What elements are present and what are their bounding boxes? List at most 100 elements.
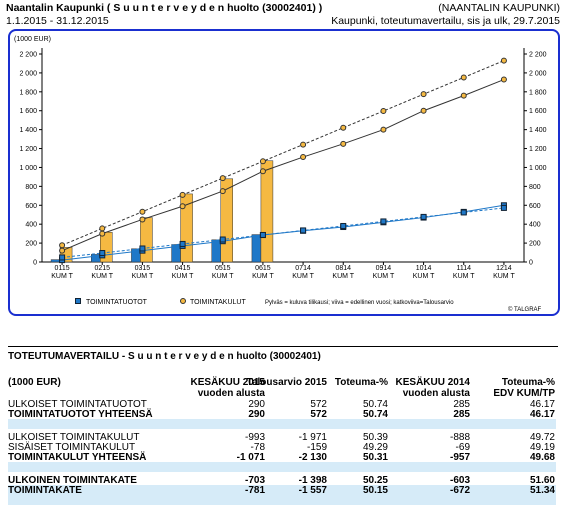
marker — [340, 140, 347, 147]
marker — [99, 225, 106, 232]
marker — [179, 191, 186, 198]
y-tick-label: 600 — [25, 203, 37, 210]
report-desc: Kaupunki, toteutumavertailu, sis ja ulk,… — [331, 15, 560, 27]
y-tick-label: 0 — [33, 260, 37, 267]
x-tick-label: 0814 KUM T — [332, 265, 355, 280]
marker — [460, 209, 467, 216]
table-cell: 51.34 — [529, 485, 555, 496]
marker — [219, 188, 226, 195]
table-title: TOTEUTUMAVERTAILU - S u u n t e r v e y … — [8, 351, 321, 362]
table-cell: 285 — [453, 399, 470, 410]
marker — [180, 298, 186, 304]
marker — [219, 175, 226, 182]
report-title: Naantalin Kaupunki ( S u u n t e r v e y… — [6, 2, 323, 14]
x-tick-label: 0315 KUM T — [131, 265, 154, 280]
marker — [300, 141, 307, 148]
bar — [211, 239, 221, 263]
marker — [500, 204, 507, 211]
column-header: Toteuma-% — [334, 377, 388, 388]
table-cell: -1 971 — [298, 432, 327, 443]
table-cell: 290 — [248, 399, 265, 410]
table-cell: 51.60 — [529, 475, 555, 486]
y-tick-label: 1 400 — [19, 127, 37, 134]
chart-note: Pylväs = kuluva tilikausi; viiva = edell… — [265, 300, 454, 306]
table-cell: -703 — [244, 475, 265, 486]
y-tick-label: 1 000 — [19, 165, 37, 172]
marker — [300, 154, 307, 161]
legend-label: TOIMINTAKULUT — [190, 299, 246, 306]
highlight-row — [8, 419, 556, 429]
table-cell: 50.25 — [362, 475, 388, 486]
y2-tick-label: 0 — [529, 260, 533, 267]
y-tick-label: 1 600 — [19, 108, 37, 115]
y2-tick-label: 2 200 — [529, 52, 547, 59]
marker — [340, 222, 347, 229]
table-cell: 49.68 — [529, 452, 555, 463]
marker — [139, 245, 146, 252]
table-cell: 49.19 — [529, 442, 555, 453]
marker — [59, 254, 66, 261]
y-tick-label: 200 — [25, 241, 37, 248]
marker — [259, 231, 266, 238]
marker — [139, 216, 146, 223]
bar — [50, 259, 61, 263]
marker — [99, 230, 106, 237]
y2-tick-label: 600 — [529, 203, 541, 210]
highlight-row — [8, 462, 556, 472]
org-name: (NAANTALIN KAUPUNKI) — [438, 2, 560, 14]
marker — [500, 57, 507, 64]
column-header: (1000 EUR) — [8, 377, 61, 388]
table-cell: -603 — [449, 475, 470, 486]
marker — [420, 107, 427, 114]
table-cell: 290 — [248, 409, 265, 420]
marker — [420, 91, 427, 98]
y2-tick-label: 1 600 — [529, 108, 547, 115]
y2-tick-label: 400 — [529, 222, 541, 229]
line — [61, 60, 505, 246]
marker — [340, 124, 347, 131]
marker — [59, 242, 66, 249]
table-cell: -888 — [449, 432, 470, 443]
separator — [8, 346, 558, 347]
y-tick-label: 800 — [25, 184, 37, 191]
y-tick-label: 1 800 — [19, 89, 37, 96]
marker — [300, 227, 307, 234]
column-header: Toteuma-% EDV KUM/TP — [493, 377, 555, 399]
chart: (1000 EUR) TOIMINTATUOTOT TOIMINTAKULUT … — [8, 29, 560, 316]
y2-tick-label: 1 200 — [529, 146, 547, 153]
marker — [420, 213, 427, 220]
y2-tick-label: 1 000 — [529, 165, 547, 172]
y2-tick-label: 800 — [529, 184, 541, 191]
x-tick-label: 0914 KUM T — [372, 265, 395, 280]
marker — [460, 92, 467, 99]
x-tick-label: 0615 KUM T — [252, 265, 274, 280]
x-tick-label: 1214 KUM T — [493, 265, 515, 280]
table-cell: TOIMINTATUOTOT YHTEENSÄ — [8, 409, 153, 420]
marker — [139, 208, 146, 215]
table-cell: 49.29 — [362, 442, 388, 453]
table-cell: 572 — [310, 409, 327, 420]
x-tick-label: 0714 KUM T — [292, 265, 314, 280]
table-cell: 50.39 — [362, 432, 388, 443]
y-tick-label: 400 — [25, 222, 37, 229]
table-cell: -78 — [250, 442, 265, 453]
line — [61, 79, 505, 252]
marker — [380, 108, 387, 115]
table-cell: TOIMINTAKULUT YHTEENSÄ — [8, 452, 147, 463]
line — [62, 207, 504, 258]
marker — [219, 236, 226, 243]
table-cell: 46.17 — [529, 409, 555, 420]
table-cell: 285 — [453, 409, 470, 420]
highlight-row — [8, 485, 556, 495]
table-cell: 50.74 — [362, 409, 388, 420]
marker — [75, 298, 81, 304]
y2-tick-label: 200 — [529, 241, 541, 248]
bar — [140, 217, 153, 263]
marker — [179, 240, 186, 247]
x-tick-label: 1014 KUM T — [412, 265, 435, 280]
table-cell: ULKOINEN TOIMINTAKATE — [8, 475, 137, 486]
y2-tick-label: 1 400 — [529, 127, 547, 134]
marker — [380, 218, 387, 225]
period: 1.1.2015 - 31.12.2015 — [6, 15, 109, 27]
